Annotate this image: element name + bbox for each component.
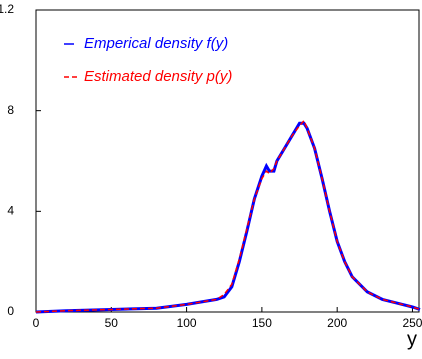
data-line <box>35 119 421 313</box>
x-tick-label: 100 <box>177 316 197 330</box>
legend-label: Emperical density f(y) <box>84 35 228 52</box>
x-tick-label: 250 <box>402 316 422 330</box>
x-tick-label: 0 <box>33 316 40 330</box>
x-tick-label: 50 <box>105 316 119 330</box>
legend-label: Estimated density p(y) <box>84 68 232 85</box>
x-tick-label: 150 <box>252 316 272 330</box>
y-tick-label: 8 <box>7 103 14 117</box>
data-line <box>35 121 421 314</box>
y-tick-label: 0 <box>7 304 14 318</box>
x-axis-label: y <box>407 328 417 350</box>
plot-frame <box>35 9 420 313</box>
x-tick-label: 200 <box>327 316 347 330</box>
y-tick-label: 1.2 <box>0 2 14 16</box>
y-tick-label: 4 <box>7 204 14 218</box>
